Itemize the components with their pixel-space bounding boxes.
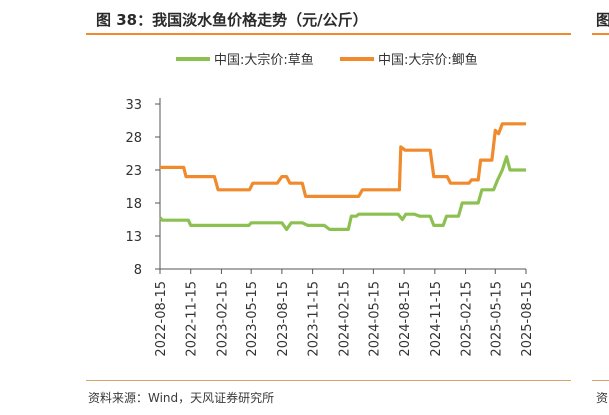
x-tick-label: 2023-11-15 [307, 281, 322, 357]
series-line-1 [158, 155, 526, 231]
y-tick-label: 13 [125, 230, 142, 245]
y-tick-label: 28 [125, 131, 142, 146]
x-tick-label: 2024-11-15 [429, 281, 444, 357]
y-tick-label: 18 [125, 197, 142, 212]
x-tick-label: 2024-08-15 [398, 281, 413, 357]
x-tick-label: 2024-05-15 [367, 281, 382, 357]
next-figure-source-fragment: 资 [596, 391, 609, 405]
x-tick-label: 2025-02-15 [460, 281, 475, 357]
x-tick-label: 2022-11-15 [185, 281, 200, 357]
y-tick-label: 8 [134, 263, 142, 278]
footer-divider [86, 380, 571, 381]
figure-title: 图 38：我国淡水鱼价格走势（元/公斤） [96, 11, 368, 29]
next-figure-title-fragment: 图 [596, 11, 609, 29]
title-divider [86, 33, 571, 35]
chart-legend: 中国:大宗价:草鱼 中国:大宗价:鲫鱼 [176, 52, 478, 68]
x-axis: 2022-08-15 2022-11-15 2023-02-15 2023-05-15… [154, 268, 535, 357]
series-line-2 [160, 122, 526, 198]
x-tick-label: 2025-05-15 [489, 281, 504, 357]
x-tick-label: 2023-05-15 [245, 281, 260, 357]
x-tick-label: 2025-08-15 [520, 281, 535, 357]
x-tick-label: 2024-02-15 [337, 281, 352, 357]
y-tick-label: 33 [125, 98, 142, 113]
next-figure-footer-divider [592, 380, 609, 381]
y-axis: 8 13 18 23 28 33 [125, 98, 161, 278]
x-tick-label: 2023-02-15 [215, 281, 230, 357]
x-tick-label: 2023-08-15 [276, 281, 291, 357]
y-tick-label: 23 [125, 164, 142, 179]
legend-label-1: 中国:大宗价:草鱼 [214, 52, 314, 68]
x-tick-label: 2022-08-15 [154, 281, 169, 357]
next-figure-divider [592, 33, 609, 35]
source-note: 资料来源：Wind，天风证券研究所 [88, 391, 275, 405]
chart-series [158, 122, 526, 231]
legend-label-2: 中国:大宗价:鲫鱼 [378, 52, 478, 68]
